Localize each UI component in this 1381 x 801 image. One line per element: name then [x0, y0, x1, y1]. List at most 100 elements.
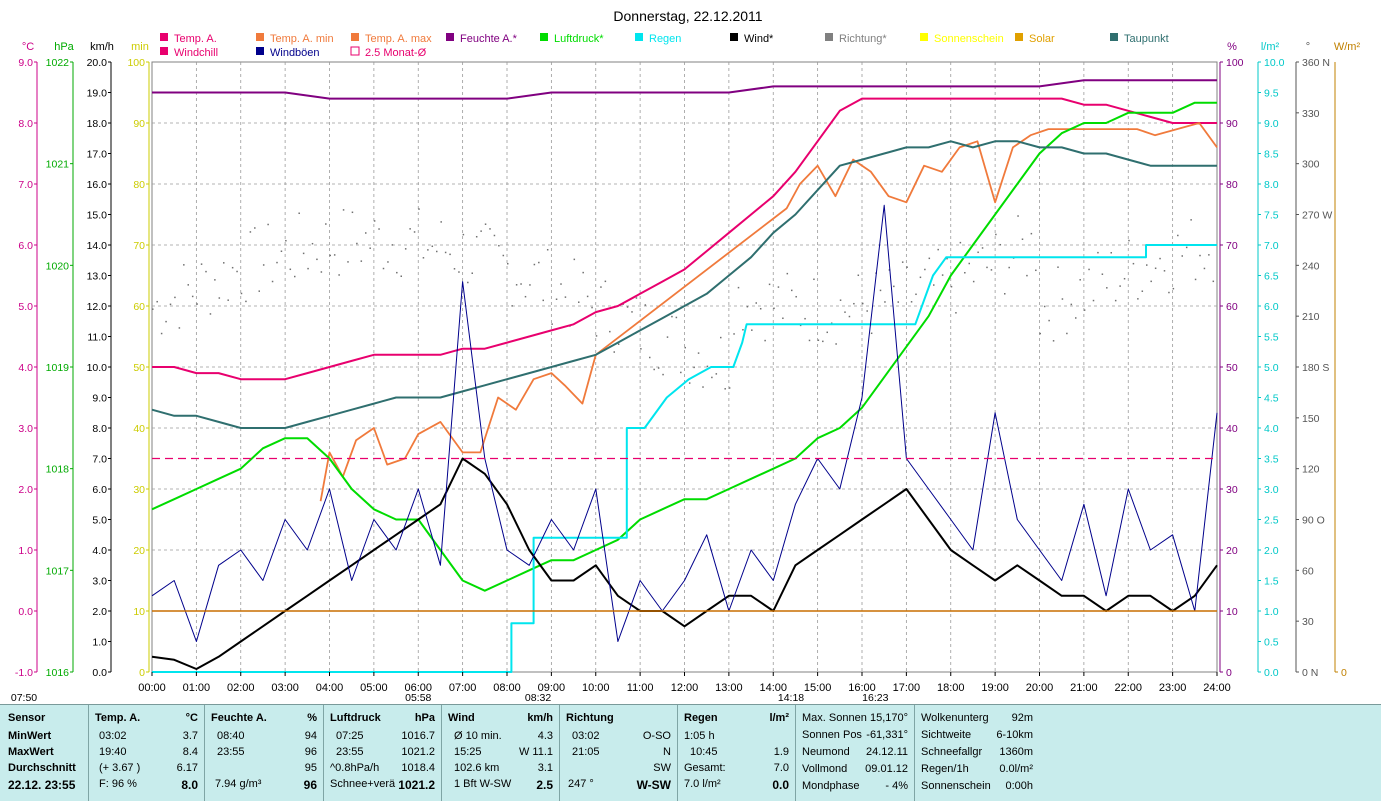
direction-dot	[830, 322, 833, 324]
direction-dot	[791, 289, 793, 292]
legend: Temp. A. Windchill Temp. A. min Windböen Tem…	[160, 33, 1169, 59]
axis-tick-label: 18.0	[87, 118, 108, 130]
x-tick-label: 00:00	[138, 682, 166, 694]
direction-dot	[240, 292, 243, 295]
feuchte-min-value: 94	[304, 730, 317, 742]
axis-tick-label: 100	[127, 57, 145, 69]
direction-dot	[1137, 298, 1139, 300]
axis-tick-label: 3.5	[1264, 454, 1279, 466]
axis-tick-label: 300	[1302, 159, 1320, 171]
direction-dot	[746, 305, 749, 308]
direction-dots	[152, 208, 1215, 390]
x-tick-label: 12:00	[671, 682, 699, 694]
direction-dot	[1199, 254, 1201, 257]
legend-swatch	[256, 33, 264, 41]
luftdruck-current-value: 1021.2	[398, 778, 435, 792]
sonne-value: 09.01.12	[865, 763, 908, 775]
direction-dot	[977, 251, 979, 254]
direction-dot	[515, 284, 518, 286]
wind-avg2-value: 3.1	[537, 762, 553, 774]
wolken-label: Sonnenschein	[921, 780, 991, 792]
direction-dot	[1123, 277, 1126, 280]
direction-dot	[981, 247, 984, 249]
axis-unit: l/m²	[1261, 41, 1280, 53]
direction-dot	[644, 304, 647, 306]
axis-tick-label: 10	[1226, 606, 1238, 618]
axis-tick-label: 180 S	[1302, 362, 1329, 374]
axis-tick-label: 50	[1226, 362, 1238, 374]
direction-dot	[1141, 290, 1144, 292]
direction-dot	[657, 367, 660, 369]
direction-dot	[209, 313, 212, 315]
feuchte-header: Feuchte A.	[211, 712, 267, 724]
direction-dot	[524, 295, 527, 298]
direction-dot	[160, 332, 163, 335]
direction-dot	[458, 271, 460, 273]
regen-total-value: 7.0	[773, 762, 789, 774]
richtung-avg-value: SW	[653, 762, 671, 774]
direction-dot	[462, 233, 465, 236]
legend-swatch	[350, 46, 360, 56]
chart-title: Donnerstag, 22.12.2011	[613, 8, 762, 24]
series-line	[152, 79, 1217, 100]
sonne-label: Neumond	[802, 746, 850, 758]
x-tick-label: 14:00	[759, 682, 787, 694]
direction-dot	[666, 336, 669, 338]
direction-dot	[884, 301, 886, 303]
axis-tick-label: 120	[1302, 464, 1320, 476]
direction-dot	[782, 317, 784, 320]
direction-dot	[165, 320, 167, 323]
direction-dot	[1190, 219, 1192, 221]
direction-dot	[759, 307, 762, 310]
axis-tick-label: 1.0	[1264, 606, 1279, 618]
axis-tick-label: 1016	[46, 667, 70, 679]
direction-dot	[200, 263, 203, 265]
direction-dot	[413, 231, 416, 233]
direction-dot	[471, 272, 473, 274]
sensor-row: Durchschnitt	[8, 762, 76, 774]
direction-dot	[373, 220, 376, 222]
axis-tick-label: 5.0	[1264, 362, 1279, 374]
axis-tick-label: 0.5	[1264, 637, 1279, 649]
wolken-value: 0.0l/m²	[999, 763, 1033, 775]
direction-dot	[1075, 317, 1077, 319]
axis-unit: km/h	[90, 41, 114, 53]
legend-label: Windböen	[270, 47, 320, 59]
direction-dot	[1146, 264, 1148, 266]
wind-avg-value: 4.3	[537, 730, 553, 742]
axis-tick-label: 15.0	[87, 210, 108, 222]
legend-swatch	[1015, 33, 1023, 41]
panel-col-wind: Wind km/h Ø 10 min. 4.3 15:25 W 11.1 102…	[442, 705, 560, 801]
direction-dot	[1150, 280, 1152, 283]
left-axes: °C 9.0 8.0 7.0 6.0 5.0 4.0 3.0 2.0 1.0 0.0 -1.0 hPa 1…	[15, 41, 150, 679]
axis-tick-label: 90	[133, 118, 145, 130]
direction-dot	[715, 373, 718, 375]
axis-tick-label: 7.0	[18, 179, 33, 191]
direction-dot	[804, 317, 806, 320]
axis-tick-label: 5.5	[1264, 332, 1279, 344]
direction-dot	[817, 339, 820, 341]
direction-dot	[258, 290, 260, 292]
axis-tick-label: 1022	[46, 57, 70, 69]
direction-dot	[493, 234, 496, 237]
panel-col-luftdruck: Luftdruck hPa 07:25 1016.7 23:55 1021.2 …	[324, 705, 442, 801]
sonne-value: - 4%	[885, 780, 908, 792]
direction-dot	[964, 271, 966, 274]
direction-dot	[986, 266, 988, 269]
feuchte-max-time: 23:55	[217, 746, 245, 758]
axis-tick-label: 8.5	[1264, 149, 1279, 161]
axis-tick-label: 360 N	[1302, 57, 1330, 69]
axis-tick-label: 1018	[46, 464, 70, 476]
direction-dot	[720, 336, 722, 339]
direction-dot	[839, 299, 842, 301]
x-tick-label: 20:00	[1026, 682, 1054, 694]
sensor-row: MaxWert	[8, 746, 54, 758]
direction-dot	[724, 388, 726, 390]
direction-dot	[338, 274, 340, 276]
legend-swatch	[825, 33, 833, 41]
direction-dot	[320, 271, 323, 273]
legend-label: 2.5 Monat-Ø	[365, 47, 427, 59]
direction-dot	[946, 257, 948, 260]
x-tick-label: 21:00	[1070, 682, 1098, 694]
richtung-max-value: N	[663, 746, 671, 758]
